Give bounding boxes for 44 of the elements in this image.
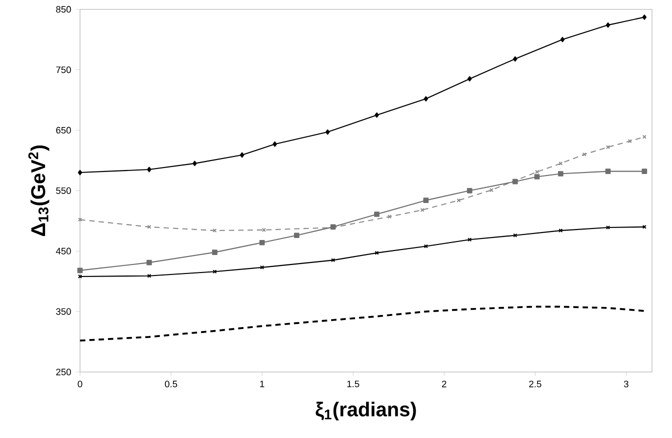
- point: [272, 141, 277, 147]
- line-series: [80, 306, 646, 342]
- point: [294, 232, 300, 238]
- point: [642, 168, 648, 174]
- point: [424, 96, 428, 102]
- point: [325, 129, 330, 135]
- point: [642, 14, 647, 20]
- y-tick-label: 550: [56, 187, 71, 194]
- point: [192, 160, 197, 166]
- point: [512, 178, 518, 184]
- y-axis-title: Δ$_{13}$(GeV$^{2}$): [28, 145, 50, 236]
- point: [212, 250, 218, 255]
- point: [466, 188, 472, 194]
- x-tick-label: 2.5: [529, 380, 542, 388]
- x-tick-label: 0: [78, 380, 82, 388]
- point: [423, 198, 429, 203]
- point: [560, 36, 565, 42]
- x-tick-label: 1.5: [347, 380, 360, 388]
- point: [260, 265, 264, 270]
- point: [374, 212, 380, 217]
- point: [77, 268, 83, 274]
- x-tick-label: 0.5: [164, 380, 178, 388]
- x-tick-label: 3: [624, 380, 628, 388]
- y-tick-label: 850: [56, 6, 71, 13]
- y-tick-label: 350: [56, 308, 71, 315]
- point: [534, 174, 540, 180]
- y-tick-label: 750: [56, 66, 71, 74]
- point: [606, 22, 610, 28]
- x-tick-label: 2: [442, 380, 446, 388]
- point: [147, 166, 152, 172]
- y-tick-label: 250: [56, 368, 71, 376]
- point: [146, 260, 152, 266]
- point: [374, 112, 379, 118]
- point: [558, 171, 564, 176]
- y-tick-label: 650: [56, 126, 71, 134]
- point: [468, 76, 472, 82]
- x-axis-title: ξ$_{1}$(radians): [316, 402, 416, 420]
- x-tick-label: 1: [260, 380, 264, 388]
- point: [240, 152, 244, 158]
- point: [259, 240, 265, 246]
- point: [78, 170, 82, 176]
- point: [513, 56, 518, 62]
- point: [605, 168, 611, 174]
- y-tick-label: 450: [56, 248, 71, 254]
